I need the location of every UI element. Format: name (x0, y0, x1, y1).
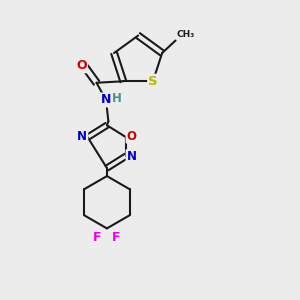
Text: S: S (148, 75, 158, 88)
Text: H: H (112, 92, 122, 105)
Text: F: F (93, 231, 102, 244)
Text: F: F (112, 231, 121, 244)
Text: CH₃: CH₃ (177, 30, 195, 39)
Text: N: N (77, 130, 87, 143)
Text: O: O (76, 59, 87, 72)
Text: N: N (101, 94, 111, 106)
Text: N: N (127, 150, 136, 163)
Text: O: O (127, 130, 136, 142)
